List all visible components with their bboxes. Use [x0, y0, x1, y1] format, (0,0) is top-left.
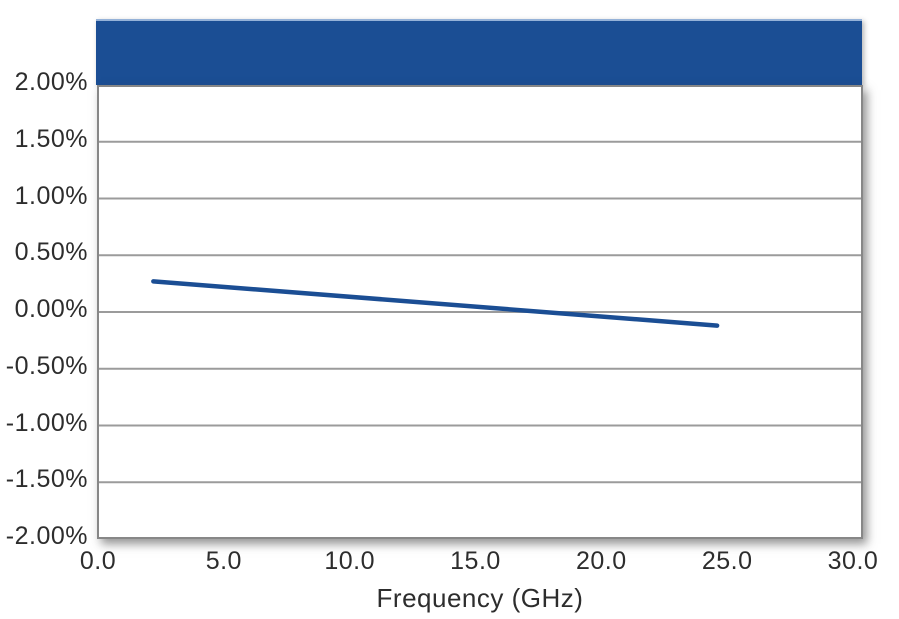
- x-tick-label: 15.0: [450, 547, 501, 575]
- y-tick-label: -1.50%: [5, 465, 88, 494]
- x-tick-label: 25.0: [701, 547, 753, 575]
- y-tick-label: 2.00%: [14, 68, 88, 96]
- y-tick-label: 1.00%: [14, 181, 88, 210]
- y-tick-label: 0.50%: [14, 238, 88, 267]
- chart-header-bar: [96, 19, 862, 85]
- x-tick-label: 5.0: [205, 547, 242, 575]
- y-tick-label: -2.00%: [5, 522, 88, 550]
- y-tick-label: 1.50%: [14, 124, 88, 153]
- y-tick-label: -1.00%: [5, 408, 88, 437]
- x-tick-label: 10.0: [324, 547, 375, 575]
- x-tick-label: 0.0: [79, 547, 117, 575]
- y-tick-label: 0.00%: [14, 295, 88, 323]
- plot-area: [97, 85, 863, 539]
- x-tick-label: 30.0: [827, 547, 879, 575]
- y-tick-label: -0.50%: [5, 351, 88, 380]
- x-axis-title: Frequency (GHz): [376, 583, 584, 613]
- x-tick-label: 20.0: [575, 547, 627, 575]
